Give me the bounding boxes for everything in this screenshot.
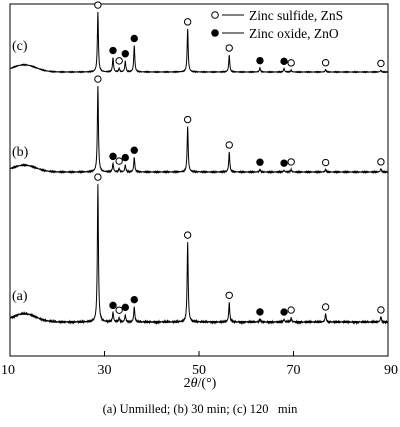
legend-label-0: Zinc sulfide, ZnS bbox=[249, 8, 343, 23]
x-tick-label-0: 10 bbox=[1, 363, 15, 378]
zno-marker-0-8 bbox=[280, 308, 288, 316]
x-axis-label-prefix: 2 bbox=[184, 376, 191, 391]
x-tick-label-3: 70 bbox=[287, 363, 301, 378]
legend: Zinc sulfide, ZnS Zinc oxide, ZnO bbox=[211, 8, 343, 41]
zns-marker-1-5 bbox=[183, 115, 192, 124]
zns-marker-1-9 bbox=[287, 158, 295, 166]
zns-marker-0-9 bbox=[287, 306, 295, 314]
x-tick-label-4: 90 bbox=[384, 363, 398, 378]
zns-marker-2-11 bbox=[377, 59, 385, 68]
zns-marker-2-2 bbox=[115, 57, 123, 65]
zno-marker-1-1 bbox=[109, 152, 117, 161]
zno-marker-1-3 bbox=[121, 153, 129, 162]
zns-marker-1-2 bbox=[115, 157, 123, 165]
zns-marker-0-6 bbox=[225, 291, 233, 299]
x-axis-label-unit: /(°) bbox=[198, 376, 217, 391]
zno-marker-2-3 bbox=[121, 50, 129, 58]
zno-marker-2-4 bbox=[130, 34, 138, 43]
zns-marker-2-10 bbox=[321, 59, 330, 67]
x-axis: 10 30 50 70 90 bbox=[1, 351, 398, 378]
zns-marker-2-6 bbox=[225, 44, 233, 52]
x-axis-label-theta: θ bbox=[191, 376, 198, 391]
figure-caption: (a) Unmilled; (b) 30 min; (c) 120 min bbox=[102, 402, 298, 416]
zno-marker-1-4 bbox=[130, 146, 138, 154]
trace-0 bbox=[9, 184, 389, 325]
legend-marker-1 bbox=[211, 29, 219, 37]
trace-1 bbox=[9, 86, 389, 175]
zns-marker-1-10 bbox=[321, 158, 330, 167]
zns-marker-1-0 bbox=[94, 75, 102, 83]
series-label-1: (b) bbox=[12, 145, 29, 160]
zns-marker-1-6 bbox=[225, 141, 233, 149]
zns-marker-0-10 bbox=[321, 303, 330, 311]
zno-marker-1-8 bbox=[280, 159, 288, 167]
zns-marker-0-0 bbox=[94, 173, 102, 181]
x-tick-label-2: 50 bbox=[192, 363, 206, 378]
x-axis-label: 2θ/(°) bbox=[184, 376, 217, 391]
zns-marker-0-2 bbox=[115, 306, 123, 314]
zno-marker-0-7 bbox=[256, 308, 264, 316]
legend-marker-0 bbox=[211, 11, 219, 19]
zno-marker-1-7 bbox=[256, 158, 264, 166]
zno-marker-0-3 bbox=[121, 303, 129, 312]
series-label-0: (a) bbox=[12, 289, 28, 304]
zns-marker-2-5 bbox=[183, 18, 192, 26]
zno-marker-2-8 bbox=[280, 57, 288, 66]
zno-marker-2-1 bbox=[109, 46, 117, 55]
trace-2 bbox=[9, 12, 389, 74]
series-labels: (a) (b) (c) bbox=[12, 39, 29, 304]
zno-marker-0-4 bbox=[130, 295, 138, 304]
x-tick-label-1: 30 bbox=[98, 363, 112, 378]
legend-label-1: Zinc oxide, ZnO bbox=[249, 26, 339, 41]
zns-marker-1-11 bbox=[377, 158, 385, 166]
zns-marker-0-5 bbox=[183, 231, 192, 239]
zns-marker-2-0 bbox=[94, 1, 102, 9]
peak-markers bbox=[94, 1, 385, 316]
traces bbox=[9, 12, 389, 325]
plot-frame bbox=[9, 3, 389, 357]
zns-marker-2-9 bbox=[287, 59, 295, 67]
zns-marker-0-11 bbox=[377, 306, 385, 314]
zno-marker-0-1 bbox=[109, 301, 117, 310]
series-label-2: (c) bbox=[12, 39, 28, 54]
zno-marker-2-7 bbox=[256, 56, 264, 65]
